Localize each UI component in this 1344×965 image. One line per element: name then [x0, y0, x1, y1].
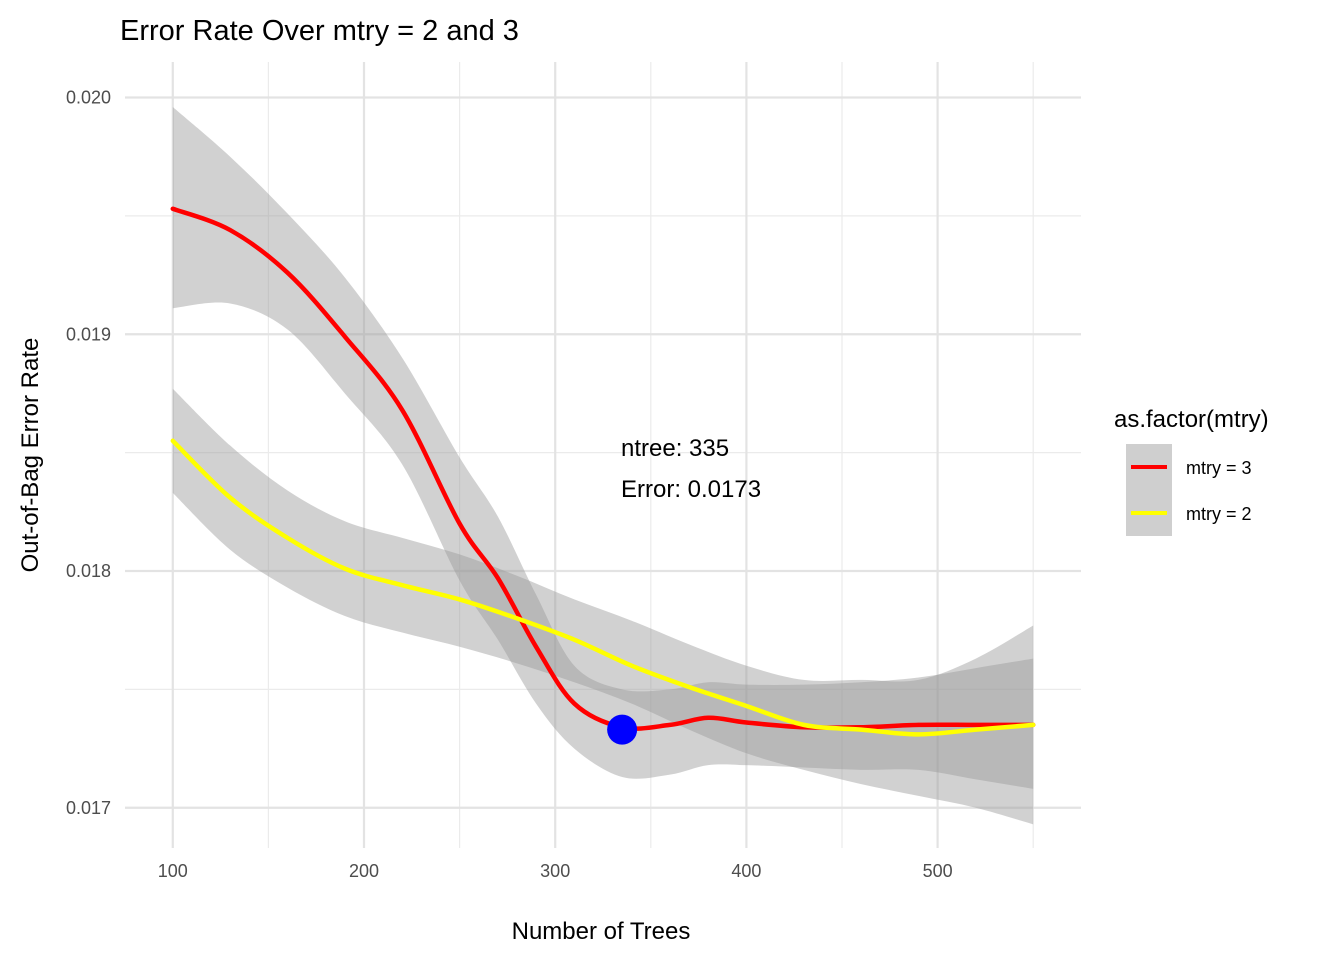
confidence-band-layer — [172, 106, 1034, 825]
confidence-band-series-2 — [172, 388, 1034, 825]
grid-layer — [125, 62, 1081, 848]
annotation: ntree: 335 Error: 0.0173 — [621, 435, 761, 503]
legend-label-mtry-2: mtry = 2 — [1186, 504, 1252, 524]
annotation-ntree: ntree: 335 — [621, 435, 729, 462]
y-axis-title: Out-of-Bag Error Rate — [17, 338, 44, 573]
chart-title: Error Rate Over mtry = 2 and 3 — [120, 15, 519, 47]
annotation-error: Error: 0.0173 — [621, 476, 761, 503]
x-tick-label: 100 — [158, 861, 188, 881]
tick-label-layer: 100 200 300 400 500 0.017 0.018 0.019 0.020 — [66, 88, 953, 881]
x-axis-title: Number of Trees — [512, 918, 691, 945]
x-tick-label: 400 — [731, 861, 761, 881]
y-tick-label: 0.018 — [66, 561, 111, 581]
y-tick-label: 0.020 — [66, 88, 111, 108]
confidence-band-series-1 — [172, 106, 1034, 789]
series-line-layer — [170, 206, 1036, 737]
x-tick-label: 500 — [923, 861, 953, 881]
x-tick-label: 200 — [349, 861, 379, 881]
y-tick-label: 0.017 — [66, 798, 111, 818]
legend-label-mtry-3: mtry = 3 — [1186, 458, 1252, 478]
legend: as.factor(mtry) mtry = 3 mtry = 2 — [1114, 406, 1269, 536]
series-line-2 — [170, 438, 1036, 737]
highlight-point — [607, 714, 638, 745]
highlight-point-layer — [607, 714, 638, 745]
y-tick-label: 0.019 — [66, 324, 111, 344]
x-tick-label: 300 — [540, 861, 570, 881]
legend-title: as.factor(mtry) — [1114, 406, 1269, 433]
series-line-1 — [170, 206, 1036, 731]
